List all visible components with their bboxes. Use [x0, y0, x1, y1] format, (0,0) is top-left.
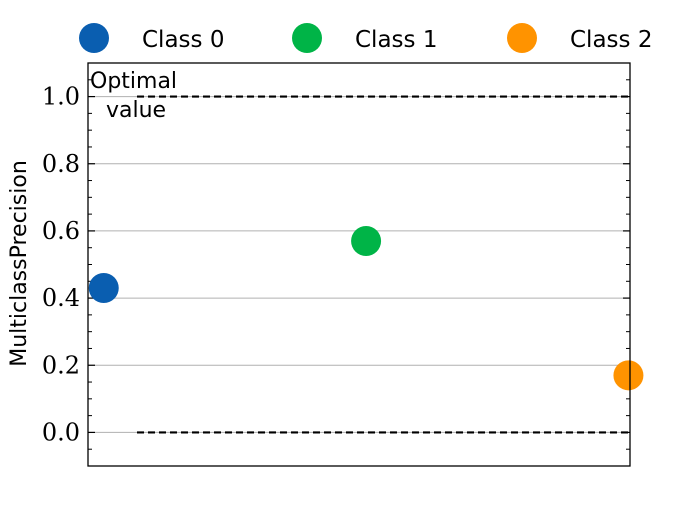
legend-marker: [507, 23, 537, 53]
y-tick-label: 0.6: [42, 217, 80, 245]
annotation-line-2: value: [106, 98, 166, 123]
y-axis-label: MulticlassPrecision: [7, 160, 32, 367]
legend-marker: [79, 23, 109, 53]
data-point: [613, 360, 644, 391]
plot-frame: [87, 62, 631, 467]
reference-lines: [137, 95, 630, 434]
y-tick-label: 0.4: [42, 284, 80, 312]
data-point: [351, 225, 382, 256]
legend-marker: [292, 23, 322, 53]
y-tick-label: 0.8: [42, 150, 80, 178]
optimal-value-annotation: Optimal value: [90, 69, 177, 123]
data-points: [88, 225, 644, 391]
legend-label: Class 2: [570, 27, 652, 53]
y-tick-label: 1.0: [42, 83, 80, 111]
y-tick-label: 0.0: [42, 418, 80, 446]
y-tick-label: 0.2: [42, 351, 80, 379]
legend-label: Class 1: [355, 27, 437, 53]
gridlines: [88, 96, 630, 433]
legend-label: Class 0: [142, 27, 224, 53]
y-ticks: 0.0 0.2 0.4 0.6 0.8 1.0: [42, 62, 630, 467]
annotation-line-1: Optimal: [90, 69, 177, 94]
legend: Class 0 Class 1 Class 2: [79, 23, 652, 53]
data-point: [88, 273, 119, 304]
